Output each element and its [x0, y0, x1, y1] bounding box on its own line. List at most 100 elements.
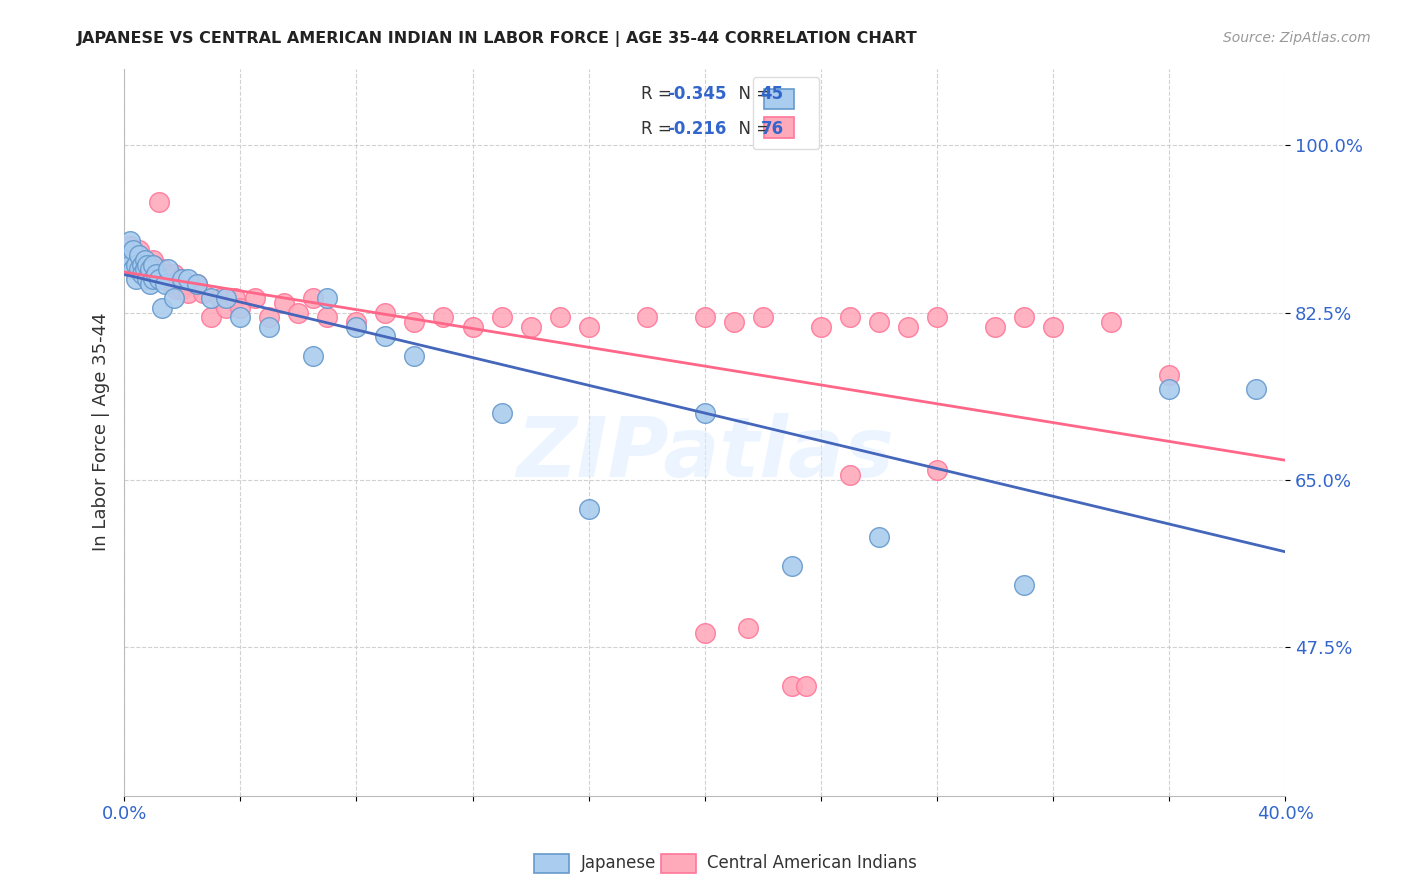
Point — [810, 319, 832, 334]
Point — [259, 319, 281, 334]
Point — [1042, 319, 1064, 334]
Point — [344, 319, 367, 334]
Point — [122, 252, 145, 267]
Point — [125, 258, 148, 272]
Point — [115, 248, 138, 262]
Point — [131, 267, 153, 281]
Point — [174, 277, 197, 291]
Point — [693, 406, 716, 420]
Point — [169, 272, 191, 286]
Point — [316, 310, 339, 325]
Point — [136, 272, 159, 286]
Point — [794, 679, 817, 693]
Point — [139, 267, 162, 281]
Point — [780, 679, 803, 693]
Text: N =: N = — [728, 85, 775, 103]
Point — [122, 262, 145, 277]
Point — [1012, 310, 1035, 325]
Point — [404, 315, 426, 329]
Point — [215, 301, 238, 315]
Point — [139, 277, 162, 291]
Point — [191, 286, 214, 301]
Point — [224, 291, 246, 305]
Text: ZIPatlas: ZIPatlas — [516, 414, 894, 494]
Point — [693, 310, 716, 325]
Text: Source: ZipAtlas.com: Source: ZipAtlas.com — [1223, 31, 1371, 45]
Text: N =: N = — [728, 120, 775, 138]
Point — [139, 262, 162, 277]
Point — [404, 349, 426, 363]
Point — [208, 291, 231, 305]
Point — [200, 291, 222, 305]
Point — [128, 262, 150, 277]
Point — [186, 277, 208, 291]
Point — [148, 272, 170, 286]
Point — [172, 282, 194, 296]
Point — [139, 258, 162, 272]
Point — [925, 310, 948, 325]
Point — [693, 626, 716, 640]
Point — [142, 252, 165, 267]
Point — [153, 272, 176, 286]
Point — [1157, 368, 1180, 382]
Point — [118, 238, 141, 252]
Point — [925, 463, 948, 477]
Point — [229, 310, 252, 325]
Point — [229, 301, 252, 315]
Point — [150, 262, 173, 277]
Point — [259, 310, 281, 325]
Point — [159, 277, 181, 291]
Point — [1244, 382, 1267, 396]
Point — [273, 296, 295, 310]
Point — [1157, 382, 1180, 396]
Point — [578, 319, 600, 334]
Point — [125, 248, 148, 262]
Point — [177, 286, 200, 301]
Point — [984, 319, 1007, 334]
Point — [131, 258, 153, 272]
Text: 76: 76 — [761, 120, 783, 138]
Point — [838, 310, 860, 325]
Point — [136, 267, 159, 281]
Point — [897, 319, 920, 334]
Y-axis label: In Labor Force | Age 35-44: In Labor Force | Age 35-44 — [93, 313, 110, 551]
Point — [302, 349, 325, 363]
Point — [142, 258, 165, 272]
Point — [125, 272, 148, 286]
Point — [868, 315, 890, 329]
Point — [374, 305, 396, 319]
Point — [128, 248, 150, 262]
Point — [737, 621, 759, 635]
Point — [177, 272, 200, 286]
Point — [122, 244, 145, 258]
Point — [134, 262, 156, 277]
Point — [374, 329, 396, 343]
Point — [156, 267, 179, 281]
Text: -0.216: -0.216 — [668, 120, 727, 138]
Point — [780, 559, 803, 574]
Point — [243, 291, 266, 305]
Point — [548, 310, 571, 325]
Point — [115, 248, 138, 262]
Point — [1012, 578, 1035, 592]
Point — [316, 291, 339, 305]
Point — [491, 310, 513, 325]
Point — [122, 244, 145, 258]
Point — [145, 267, 167, 281]
Point — [118, 258, 141, 272]
Legend: , : , — [752, 77, 820, 149]
Point — [118, 234, 141, 248]
Point — [200, 310, 222, 325]
Point — [751, 310, 773, 325]
Point — [491, 406, 513, 420]
Point — [166, 282, 188, 296]
Point — [134, 262, 156, 277]
Point — [128, 258, 150, 272]
Point — [150, 301, 173, 315]
Point — [134, 252, 156, 267]
Point — [519, 319, 541, 334]
Point — [128, 252, 150, 267]
Point — [134, 252, 156, 267]
Point — [145, 267, 167, 281]
Point — [868, 530, 890, 544]
